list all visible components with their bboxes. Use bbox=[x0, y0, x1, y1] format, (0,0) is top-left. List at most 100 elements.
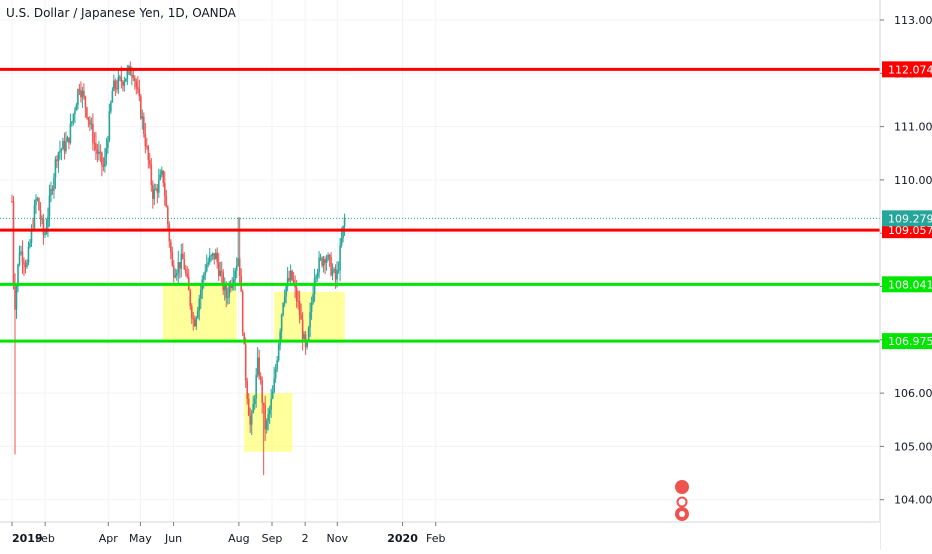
candle-body bbox=[54, 159, 57, 178]
y-tick-label: 110.000 bbox=[894, 174, 932, 187]
candle-body bbox=[132, 75, 135, 78]
chart-title: U.S. Dollar / Japanese Yen, 1D, OANDA bbox=[6, 6, 236, 20]
candle-body bbox=[190, 306, 193, 319]
candle-body bbox=[301, 319, 304, 339]
candle-body bbox=[150, 164, 153, 186]
candle-body bbox=[286, 278, 289, 287]
candle-body bbox=[238, 258, 241, 277]
candle-body bbox=[69, 123, 72, 143]
candle-body bbox=[340, 238, 343, 246]
candle-body bbox=[226, 296, 229, 298]
candle-body bbox=[298, 301, 301, 315]
candle-body bbox=[325, 259, 328, 264]
candle-body bbox=[219, 270, 222, 276]
candle-body bbox=[234, 270, 237, 280]
candle-body bbox=[244, 344, 247, 381]
candle-body bbox=[271, 392, 274, 399]
candle-body bbox=[108, 111, 111, 141]
candle-body bbox=[175, 272, 178, 276]
candle-body bbox=[14, 283, 16, 310]
candle-body bbox=[225, 285, 228, 298]
candle-body bbox=[15, 286, 18, 310]
candle-body bbox=[110, 102, 112, 112]
candle-body bbox=[255, 374, 257, 399]
x-tick-label: Jun bbox=[164, 532, 182, 545]
candle-body bbox=[56, 159, 58, 162]
x-tick-label: Nov bbox=[327, 532, 349, 545]
candle-body bbox=[166, 206, 169, 225]
candle-body bbox=[140, 96, 142, 119]
candle-body bbox=[83, 90, 85, 97]
candle-body bbox=[104, 157, 106, 167]
candle-body bbox=[84, 96, 87, 108]
candle-body bbox=[189, 290, 192, 307]
x-tick-label: Feb bbox=[426, 532, 445, 545]
candle-body bbox=[262, 402, 265, 406]
y-tick-label: 106.000 bbox=[894, 387, 932, 400]
candle-body bbox=[71, 121, 73, 124]
candle-body bbox=[193, 319, 196, 327]
x-tick-label: 2019 bbox=[12, 532, 43, 545]
candle-body bbox=[21, 251, 24, 263]
candle-body bbox=[17, 264, 19, 287]
candle-body bbox=[253, 398, 256, 405]
candle-body bbox=[289, 270, 292, 281]
last-price-tag: 109.279 bbox=[888, 212, 932, 225]
candle-body bbox=[146, 146, 148, 148]
candle-body bbox=[321, 257, 323, 266]
candle-body bbox=[313, 278, 316, 295]
candle-body bbox=[322, 259, 325, 266]
candle-body bbox=[23, 262, 25, 265]
candle-body bbox=[222, 272, 225, 291]
candle-body bbox=[126, 70, 129, 79]
candle-body bbox=[211, 253, 214, 256]
candle-body bbox=[291, 270, 293, 280]
candle-body bbox=[198, 298, 201, 311]
candle-body bbox=[78, 89, 81, 91]
candle-body bbox=[247, 398, 250, 416]
y-tick-label: 105.000 bbox=[894, 440, 932, 453]
candle-body bbox=[138, 89, 141, 97]
jp-flag-dot-icon bbox=[679, 511, 685, 517]
candle-body bbox=[12, 201, 15, 284]
candle-body bbox=[80, 90, 82, 98]
candle-body bbox=[273, 378, 275, 393]
candle-body bbox=[210, 255, 213, 257]
event-marker-icon bbox=[676, 496, 688, 508]
candle-body bbox=[306, 340, 308, 348]
candle-body bbox=[87, 117, 90, 121]
candle-body bbox=[342, 225, 344, 239]
candle-body bbox=[66, 137, 69, 142]
candle-body bbox=[141, 116, 144, 119]
level-price-tag: 109.057 bbox=[888, 224, 932, 237]
candle-body bbox=[283, 296, 286, 304]
candle-body bbox=[163, 182, 166, 197]
candle-body bbox=[51, 189, 54, 191]
candle-body bbox=[292, 279, 295, 284]
candle-body bbox=[174, 275, 177, 278]
candle-body bbox=[339, 245, 341, 271]
candle-body bbox=[65, 141, 67, 152]
candle-body bbox=[337, 270, 340, 272]
candle-body bbox=[105, 148, 108, 158]
x-tick-label: Sep bbox=[262, 532, 283, 545]
candle-body bbox=[47, 216, 49, 228]
candle-body bbox=[285, 286, 287, 297]
candle-body bbox=[327, 254, 329, 260]
candle-body bbox=[143, 116, 145, 134]
candle-body bbox=[276, 360, 278, 370]
candle-body bbox=[334, 269, 337, 280]
level-price-tag-bg bbox=[882, 276, 932, 293]
candle-body bbox=[241, 291, 244, 333]
candle-body bbox=[98, 151, 100, 155]
candle-body bbox=[333, 269, 335, 271]
candle-body bbox=[270, 398, 272, 410]
candle-body bbox=[180, 253, 183, 269]
candle-body bbox=[162, 170, 165, 183]
candle-body bbox=[144, 133, 147, 147]
candle-body bbox=[282, 303, 284, 315]
candle-body bbox=[168, 224, 171, 242]
candle-body bbox=[183, 259, 186, 270]
